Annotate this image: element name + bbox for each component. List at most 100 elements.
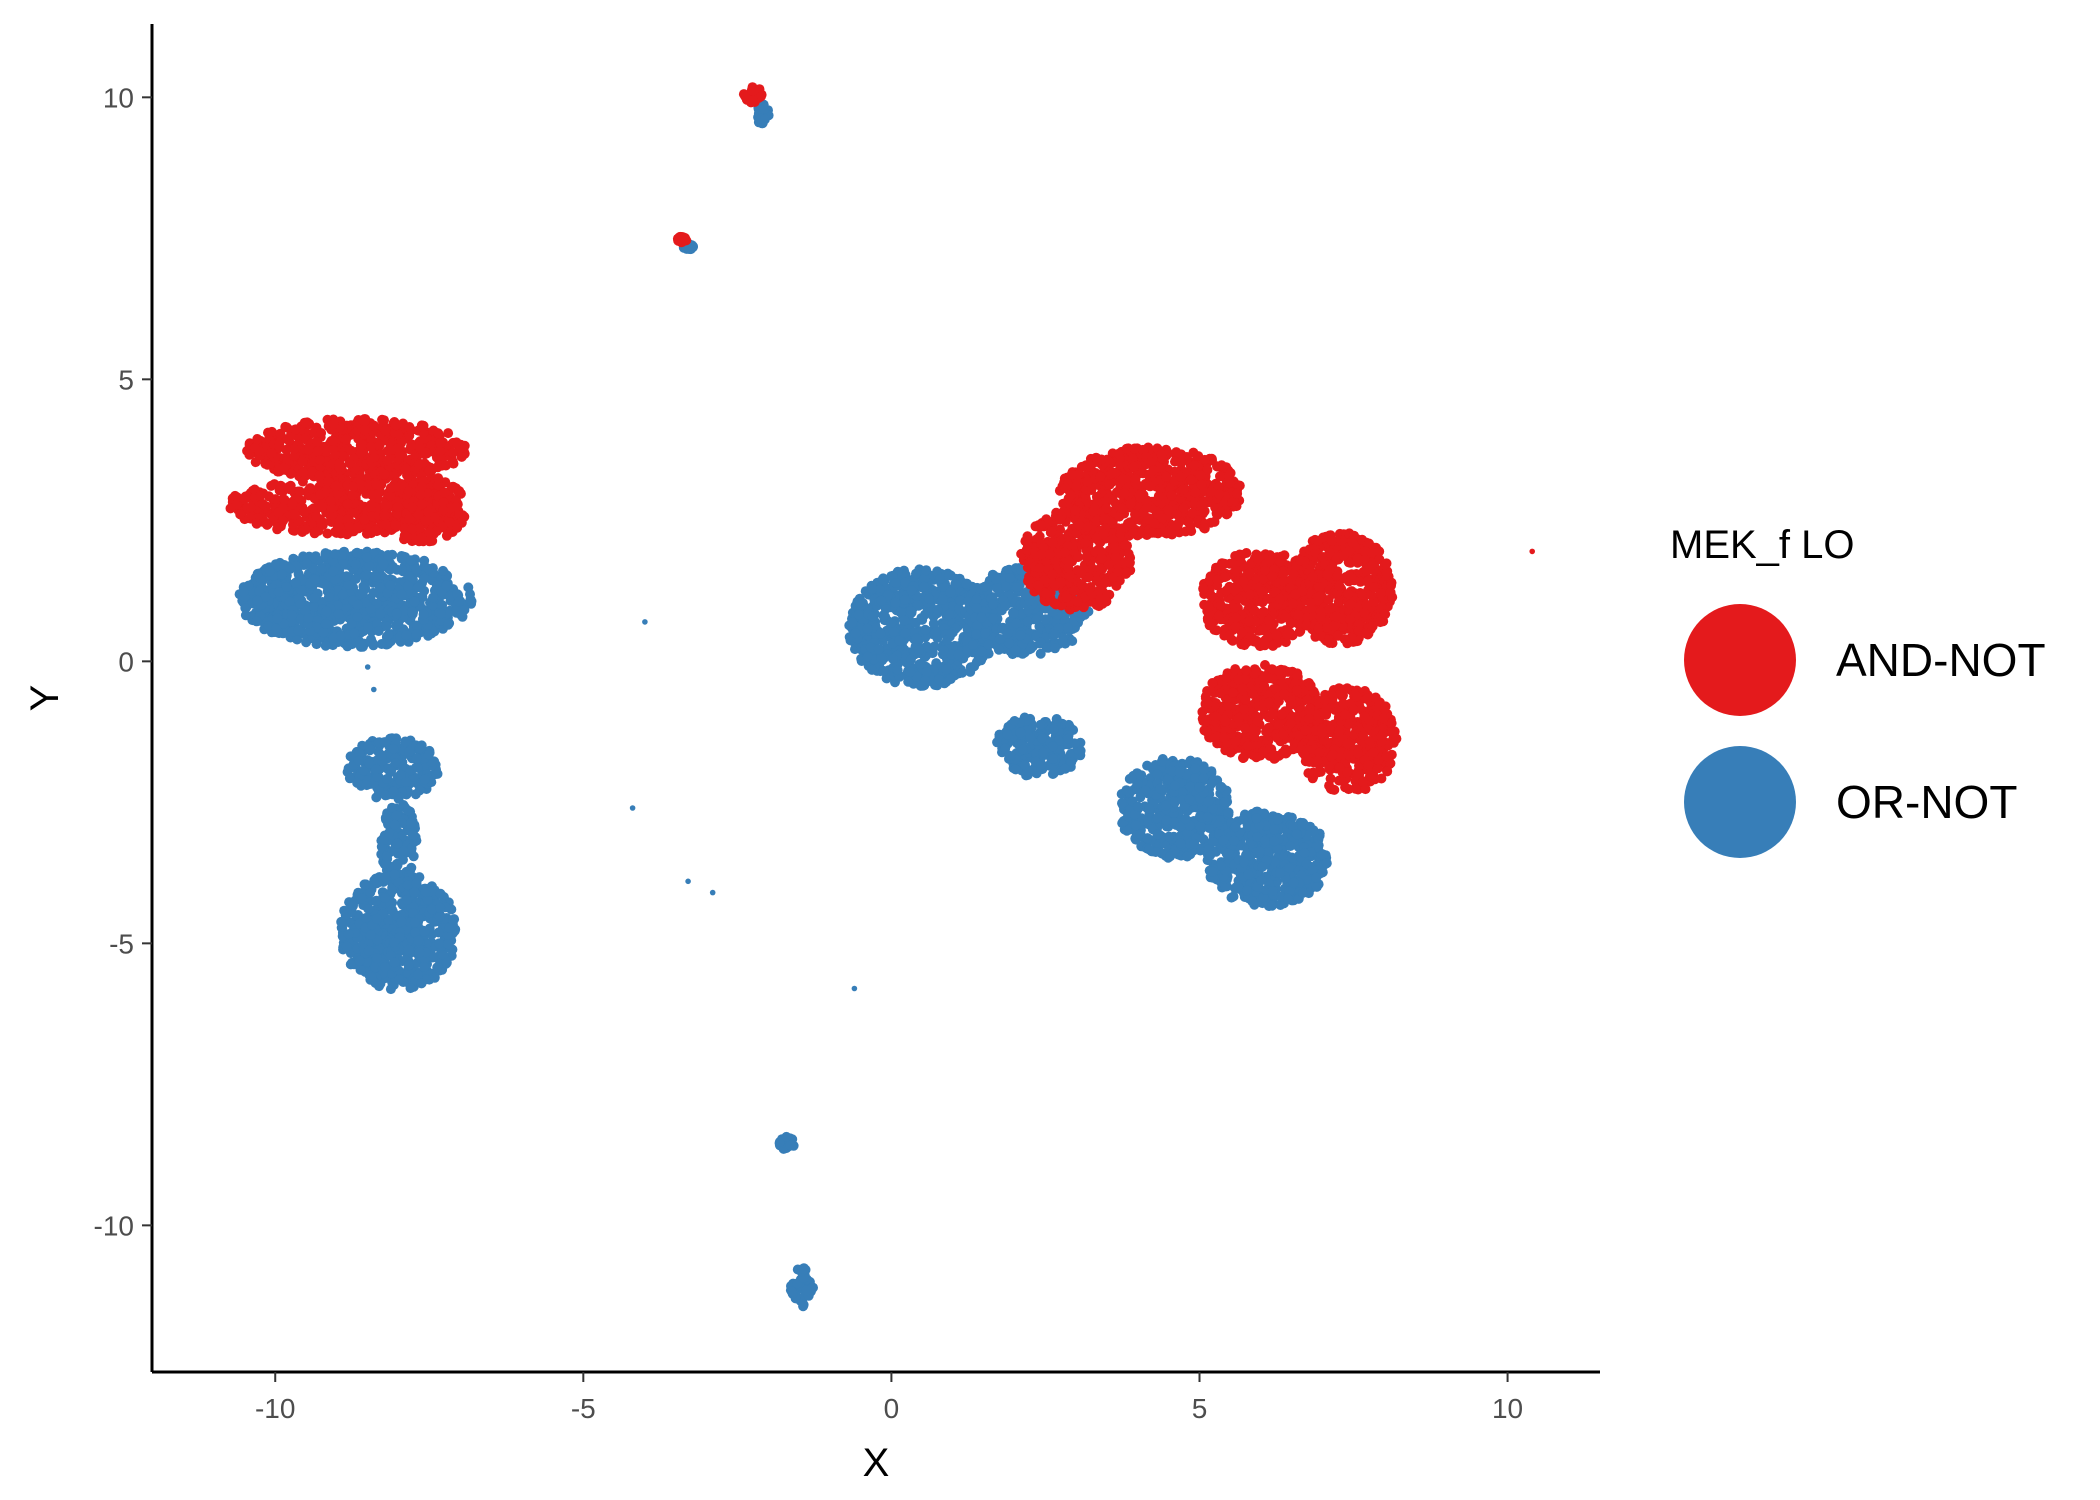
point-or-not: [899, 615, 910, 626]
point-and-not: [417, 422, 428, 433]
point-or-not: [416, 978, 427, 989]
point-or-not: [240, 610, 251, 621]
point-or-not: [1024, 767, 1035, 777]
point-or-not: [971, 657, 982, 668]
point-or-not: [1298, 887, 1308, 898]
point-or-not: [341, 571, 352, 582]
point-or-not: [381, 621, 392, 632]
point-or-not: [1274, 868, 1285, 878]
point-and-not: [270, 494, 281, 505]
point-or-not: [929, 641, 940, 652]
point-or-not: [971, 603, 982, 614]
point-and-not: [274, 485, 285, 496]
point-or-not: [900, 594, 911, 605]
point-and-not: [325, 495, 336, 506]
point-or-not: [887, 653, 898, 664]
point-or-not: [419, 573, 430, 584]
point-and-not: [294, 486, 305, 497]
point-or-not: [345, 959, 356, 970]
point-or-not: [1009, 716, 1020, 726]
point-and-not: [414, 442, 425, 453]
point-or-not: [971, 629, 982, 640]
point-or-not: [1199, 764, 1210, 775]
point-or-not: [1015, 630, 1026, 641]
point-or-not: [407, 606, 417, 617]
point-or-not: [309, 602, 320, 612]
point-or-not: [403, 580, 414, 591]
point-or-not: [1051, 714, 1062, 724]
point-or-not: [1243, 869, 1254, 880]
point-or-not: [419, 926, 430, 937]
point-or-not: [366, 972, 377, 982]
point-or-not: [419, 962, 430, 972]
point-or-not: [316, 563, 327, 574]
point-or-not: [400, 736, 411, 747]
point-or-not: [799, 1264, 810, 1275]
point-or-not: [1285, 841, 1296, 851]
point-or-not: [409, 917, 420, 928]
point-or-not: [295, 599, 306, 609]
point-or-not: [371, 953, 382, 964]
point-and-not: [298, 467, 309, 478]
point-and-not: [370, 525, 381, 536]
point-or-not: [1165, 851, 1176, 862]
point-or-not: [333, 609, 344, 620]
point-or-not: [388, 786, 399, 797]
point-or-not: [389, 869, 400, 880]
point-and-not: [316, 428, 327, 438]
point-and-not: [341, 434, 352, 445]
point-or-not: [642, 619, 648, 625]
point-or-not: [888, 626, 899, 637]
point-or-not: [921, 565, 932, 576]
point-or-not: [1239, 857, 1250, 868]
point-or-not: [1257, 862, 1268, 872]
point-or-not: [403, 944, 414, 955]
point-or-not: [944, 609, 955, 620]
point-or-not: [435, 888, 446, 899]
point-or-not: [453, 596, 464, 607]
point-or-not: [272, 613, 283, 624]
point-and-not: [390, 420, 401, 431]
point-and-not: [299, 506, 310, 517]
point-or-not: [1205, 850, 1216, 861]
point-or-not: [915, 659, 926, 669]
point-or-not: [1048, 724, 1059, 735]
point-or-not: [1321, 858, 1332, 869]
point-or-not: [971, 594, 982, 605]
point-or-not: [934, 574, 945, 585]
point-or-not: [411, 753, 422, 764]
point-or-not: [465, 589, 475, 600]
point-or-not: [364, 758, 375, 769]
point-or-not: [876, 652, 887, 663]
point-or-not: [1218, 835, 1229, 846]
point-or-not: [1169, 780, 1180, 791]
point-and-not: [230, 490, 241, 501]
point-or-not: [1242, 885, 1252, 896]
point-or-not: [878, 610, 889, 621]
point-and-not: [369, 420, 379, 431]
point-or-not: [1219, 797, 1230, 808]
point-or-not: [1020, 590, 1031, 600]
point-or-not: [890, 578, 901, 588]
point-or-not: [371, 913, 382, 924]
point-or-not: [318, 627, 329, 638]
point-or-not: [1047, 741, 1058, 752]
point-and-not: [257, 498, 268, 509]
point-or-not: [387, 904, 397, 915]
point-or-not: [353, 755, 364, 766]
point-or-not: [914, 645, 924, 656]
point-or-not: [412, 762, 423, 773]
point-or-not: [435, 608, 446, 619]
point-or-not: [403, 960, 414, 971]
point-or-not: [378, 559, 389, 570]
point-and-not: [359, 425, 370, 436]
point-or-not: [348, 900, 358, 911]
point-or-not: [352, 599, 363, 610]
point-and-not: [235, 509, 246, 520]
point-and-not: [400, 463, 411, 474]
point-or-not: [443, 619, 454, 630]
point-or-not: [352, 612, 363, 622]
point-or-not: [1133, 801, 1143, 812]
point-and-not: [347, 490, 358, 501]
point-or-not: [411, 629, 422, 640]
